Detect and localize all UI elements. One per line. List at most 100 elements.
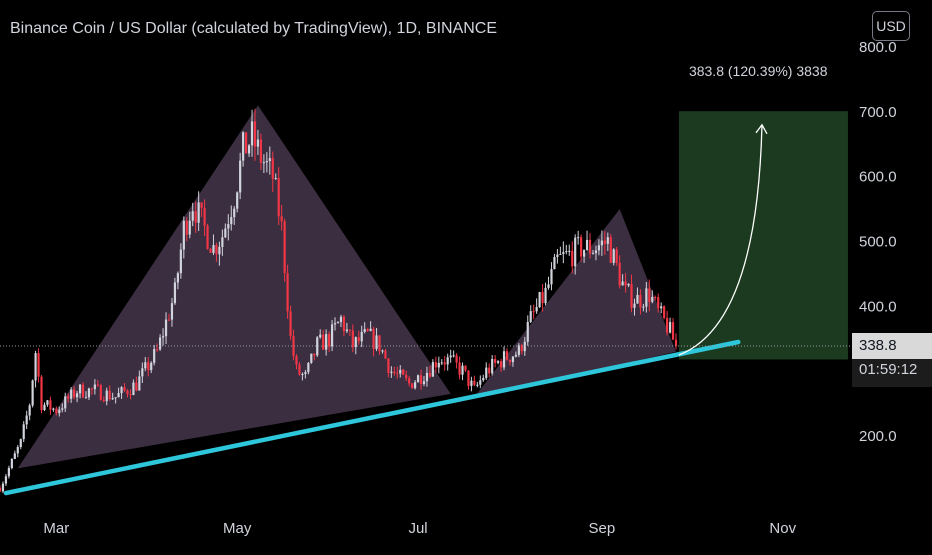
candle-body (322, 334, 325, 350)
candle-body (639, 294, 642, 308)
chart-title: Binance Coin / US Dollar (calculated by … (10, 20, 498, 37)
candle-body (221, 237, 224, 247)
candle-body (191, 211, 194, 221)
candle-body (390, 371, 393, 373)
candle-body (164, 319, 168, 337)
candle-body (342, 316, 346, 332)
candle-body (236, 192, 239, 209)
candle-body (150, 362, 153, 371)
candle-body (250, 121, 254, 146)
candle-body (375, 335, 378, 349)
current-price-tag: 338.8 01:59:12 (852, 333, 932, 387)
candle-body (449, 355, 452, 358)
candle-body (363, 329, 366, 332)
candle-body (10, 458, 13, 469)
candle-body (37, 353, 40, 377)
candle-body (49, 400, 52, 410)
support-trendline (3, 339, 741, 496)
candle-body (310, 353, 313, 363)
candle-body (147, 362, 150, 371)
currency-button[interactable]: USD (872, 11, 910, 41)
candle-body (660, 306, 663, 309)
candle-body (4, 476, 8, 484)
candle-body (34, 353, 37, 381)
candle-body (239, 160, 242, 193)
candle-body (580, 237, 583, 257)
candle-body (499, 361, 503, 368)
candle-body (295, 356, 298, 365)
candle-body (529, 311, 532, 322)
candle-body (156, 349, 159, 351)
candle-body (588, 239, 592, 254)
y-tick-label: 500.0 (859, 234, 897, 251)
candle-body (485, 367, 488, 379)
candle-body (13, 453, 16, 459)
candle-body (70, 389, 73, 399)
candle-body (627, 283, 630, 286)
candle-body (333, 323, 337, 325)
projection-arrowhead (755, 123, 768, 135)
candle-body (304, 372, 307, 374)
candle-body (22, 424, 25, 440)
candle-body (283, 221, 286, 274)
candle-body (31, 380, 34, 406)
candle-body (399, 369, 402, 374)
candle-body (345, 329, 348, 332)
candle-body (387, 358, 390, 373)
candle-body (64, 396, 67, 409)
candle-body (339, 316, 343, 323)
candle-body (615, 249, 618, 263)
candle-body (271, 158, 274, 179)
candle-body (206, 225, 209, 249)
candle-body (227, 224, 230, 229)
candle-body (93, 384, 96, 390)
candle-body (120, 387, 123, 394)
candle-body (511, 356, 515, 363)
candle-body (446, 357, 449, 365)
candle-body (473, 380, 476, 385)
candle-body (467, 370, 470, 386)
candle-body (624, 281, 627, 286)
candle-body (153, 349, 156, 363)
candle-body (277, 178, 280, 217)
candle-body (497, 361, 500, 363)
candle-body (75, 393, 79, 398)
candle-body (132, 382, 135, 396)
candle-body (452, 355, 455, 357)
candle-body (366, 329, 369, 331)
candle-body (108, 390, 111, 400)
candle-body (458, 362, 461, 375)
candle-body (502, 351, 506, 368)
candle-body (307, 362, 310, 373)
candle-body (218, 246, 221, 255)
candle-body (73, 389, 76, 398)
candle-body (126, 390, 129, 395)
y-tick-label: 800.0 (859, 39, 897, 56)
x-tick-label: Jul (408, 520, 427, 537)
candle-body (630, 283, 633, 308)
candle-body (663, 306, 666, 318)
candle-body (544, 287, 547, 304)
candle-body (135, 382, 138, 391)
candle-body (372, 328, 375, 349)
candle-body (597, 245, 601, 251)
candle-body (197, 202, 200, 223)
candle-body (378, 335, 381, 352)
candle-body (413, 382, 417, 389)
candle-body (28, 405, 31, 416)
candle-body (668, 322, 672, 333)
candle-body (517, 345, 520, 355)
candle-body (209, 248, 212, 253)
candle-body (416, 375, 420, 383)
candle-body (25, 415, 28, 425)
candle-body (541, 292, 544, 304)
candle-body (476, 384, 479, 386)
candle-body (621, 281, 624, 286)
candle-body (348, 329, 351, 331)
candle-body (594, 250, 598, 254)
candle-body (654, 297, 657, 299)
candle-body (215, 244, 218, 255)
candle-body (188, 220, 191, 235)
candle-body (428, 372, 432, 377)
candle-body (434, 362, 437, 368)
